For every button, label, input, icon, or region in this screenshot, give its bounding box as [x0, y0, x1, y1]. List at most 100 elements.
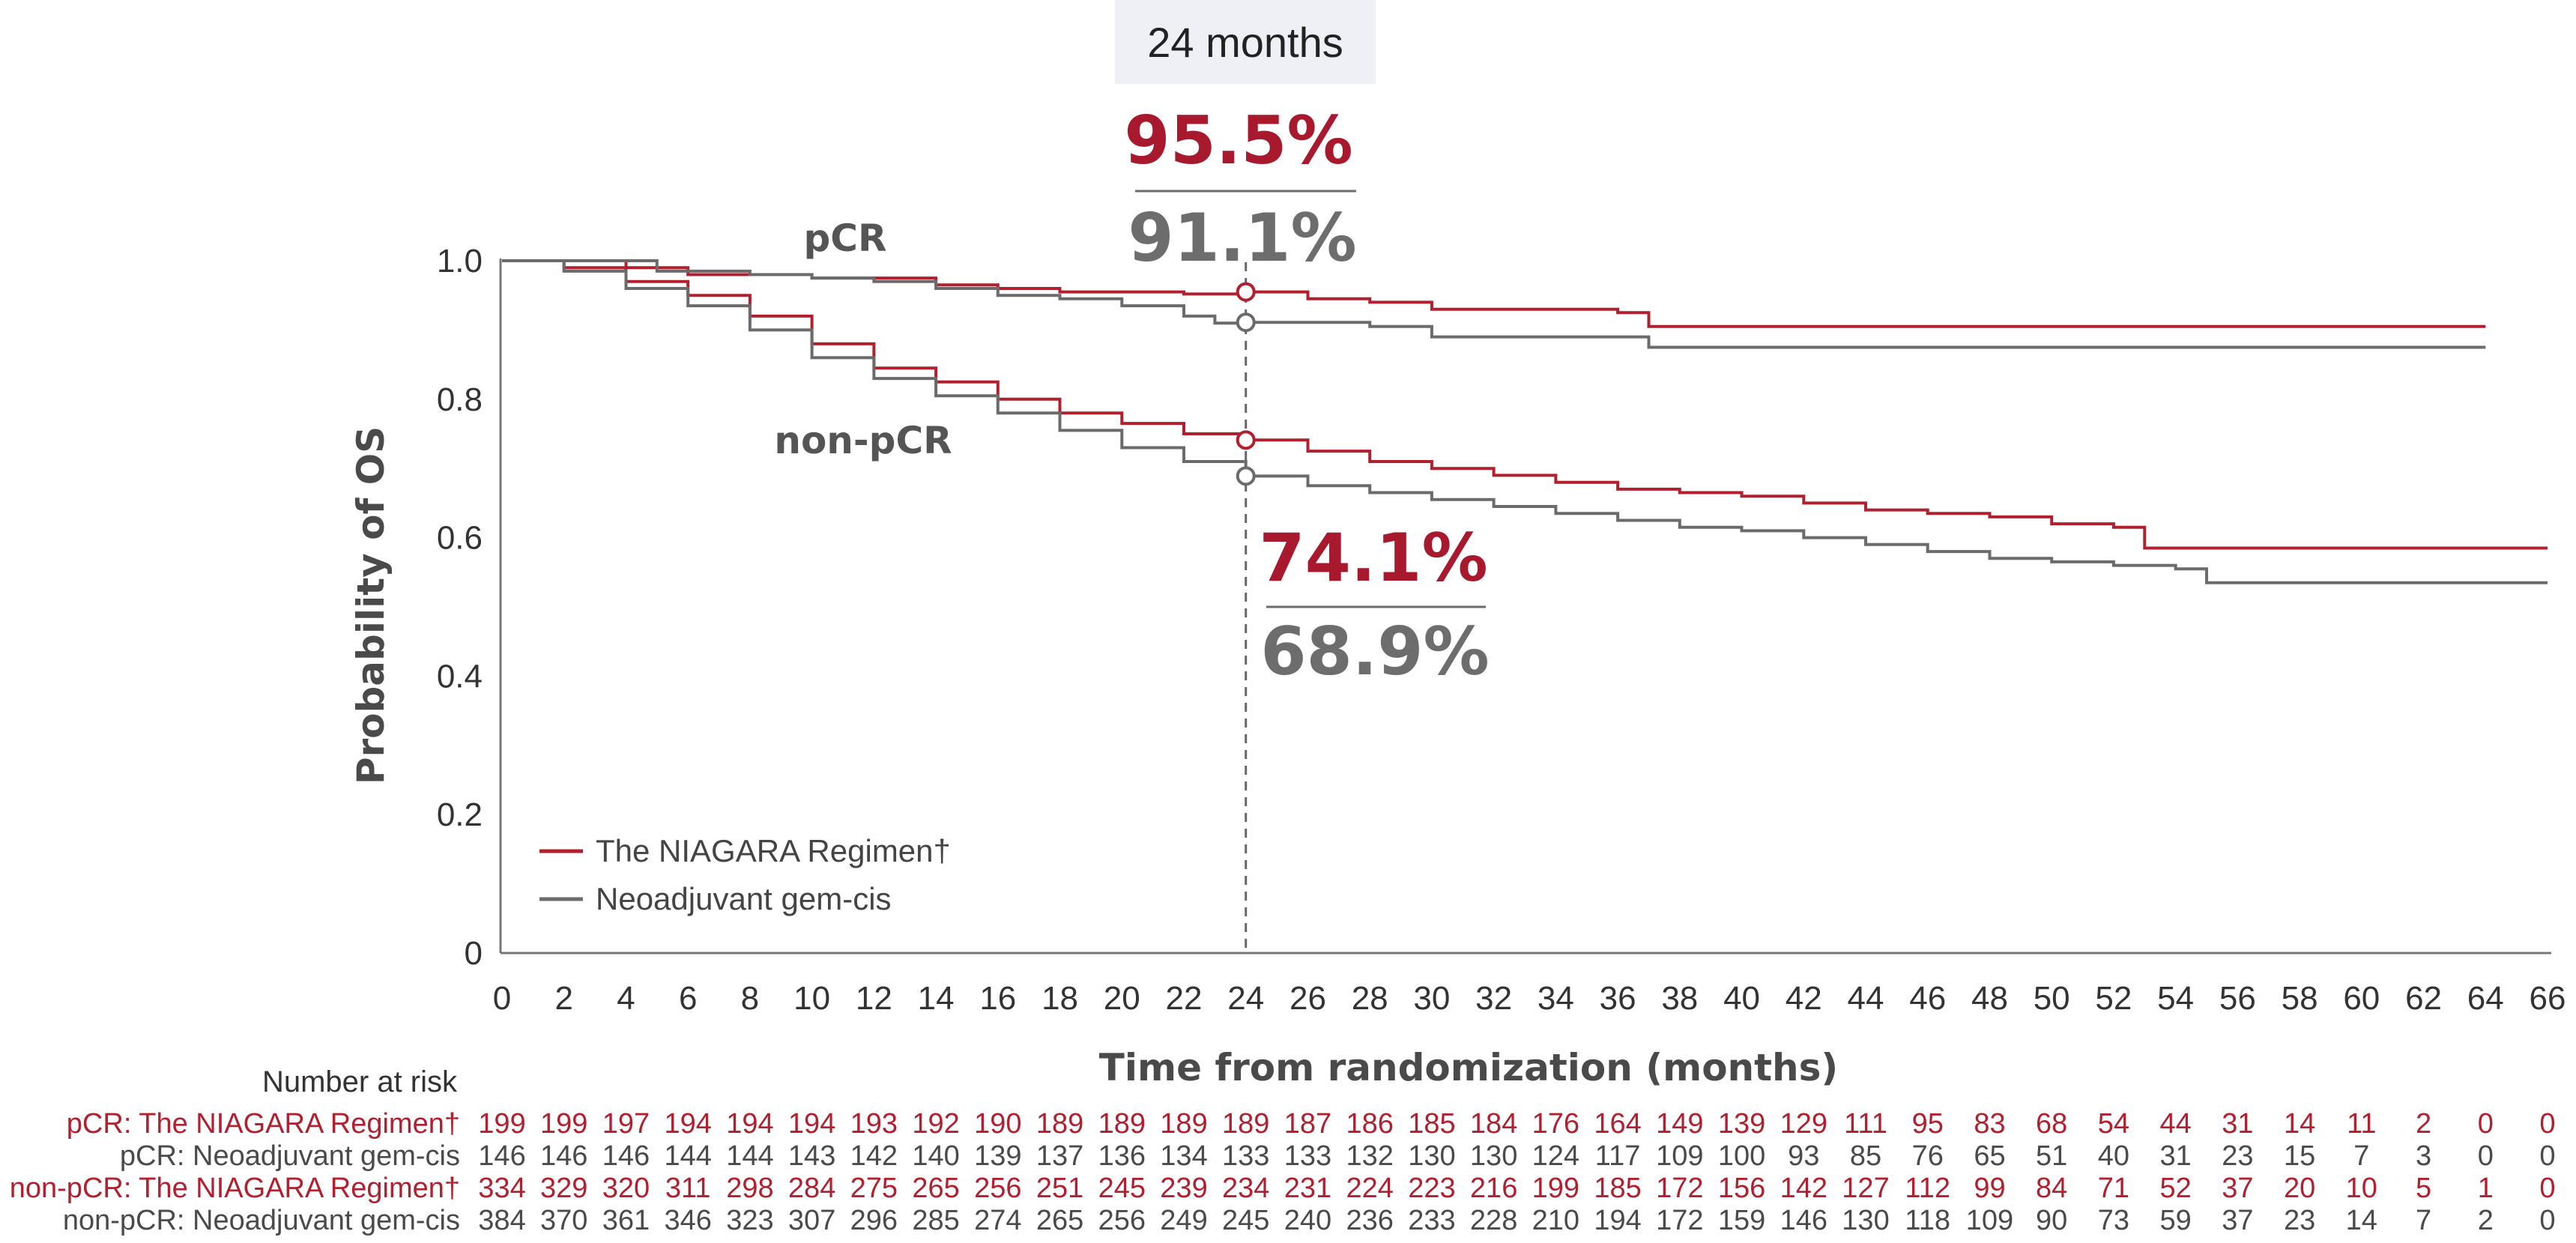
- risk-count: 2: [2416, 1108, 2431, 1140]
- x-tick-label: 8: [741, 980, 759, 1017]
- risk-count: 384: [478, 1205, 525, 1236]
- risk-count: 320: [602, 1173, 650, 1204]
- risk-count: 311: [665, 1173, 711, 1204]
- x-tick-label: 4: [617, 980, 635, 1017]
- risk-count: 189: [1098, 1108, 1146, 1140]
- y-axis-title: Probability of OS: [349, 426, 393, 784]
- timepoint-marker: [1236, 466, 1256, 486]
- risk-count: 109: [1966, 1205, 2013, 1236]
- risk-count: 149: [1656, 1108, 1703, 1140]
- x-tick-label: 48: [1971, 980, 2008, 1017]
- risk-count: 0: [2539, 1108, 2555, 1140]
- x-tick-label: 2: [554, 980, 572, 1017]
- survival-curve-2: [502, 259, 2486, 349]
- risk-count: 224: [1346, 1173, 1393, 1204]
- survival-curves: [502, 259, 2548, 584]
- risk-count: 346: [664, 1205, 711, 1236]
- risk-count: 0: [2539, 1205, 2555, 1236]
- y-tick-label: 0: [465, 935, 483, 972]
- risk-count: 361: [602, 1205, 650, 1236]
- risk-count: 307: [788, 1205, 835, 1236]
- risk-count: 189: [1036, 1108, 1083, 1140]
- risk-count: 93: [1788, 1140, 1819, 1172]
- risk-count: 251: [1036, 1173, 1083, 1204]
- risk-count: 52: [2159, 1173, 2191, 1204]
- risk-count: 137: [1036, 1140, 1083, 1172]
- risk-count: 112: [1905, 1173, 1950, 1204]
- y-tick-label: 1.0: [437, 243, 483, 279]
- risk-row-label: pCR: The NIAGARA Regimen†: [67, 1108, 460, 1140]
- risk-count: 245: [1098, 1173, 1146, 1204]
- x-tick-label: 34: [1538, 980, 1574, 1017]
- risk-count: 185: [1594, 1173, 1641, 1204]
- risk-count: 142: [1780, 1173, 1827, 1204]
- risk-count: 124: [1532, 1140, 1579, 1172]
- timepoint-callout-box: [1115, 0, 1376, 84]
- risk-count: 130: [1842, 1205, 1889, 1236]
- risk-count: 71: [2098, 1173, 2129, 1204]
- risk-count: 265: [1036, 1205, 1083, 1236]
- risk-count: 1: [2478, 1173, 2494, 1204]
- risk-count: 7: [2353, 1140, 2369, 1172]
- nonpcr-group-label: non-pCR: [774, 419, 952, 462]
- risk-count: 14: [2346, 1205, 2377, 1236]
- risk-count: 199: [540, 1108, 587, 1140]
- risk-count: 76: [1912, 1140, 1944, 1172]
- risk-count: 284: [788, 1173, 835, 1204]
- risk-count: 59: [2159, 1205, 2191, 1236]
- risk-count: 15: [2284, 1140, 2315, 1172]
- risk-count: 234: [1222, 1173, 1269, 1204]
- risk-count: 143: [788, 1140, 835, 1172]
- x-tick-label: 56: [2219, 980, 2256, 1017]
- x-tick-label: 6: [679, 980, 697, 1017]
- risk-count: 223: [1408, 1173, 1455, 1204]
- risk-count: 334: [478, 1173, 525, 1204]
- risk-row-label: non-pCR: Neoadjuvant gem-cis: [63, 1205, 460, 1236]
- risk-count: 51: [2036, 1140, 2067, 1172]
- risk-count: 189: [1222, 1108, 1269, 1140]
- risk-count: 146: [478, 1140, 525, 1172]
- risk-count: 265: [912, 1173, 959, 1204]
- x-tick-label: 40: [1723, 980, 1760, 1017]
- risk-count: 172: [1656, 1205, 1703, 1236]
- timepoint-marker: [1236, 312, 1256, 333]
- y-tick-labels: 0 0.2 0.4 0.6 0.8 1.0: [437, 243, 483, 972]
- risk-count: 189: [1160, 1108, 1207, 1140]
- risk-count: 199: [1532, 1173, 1579, 1204]
- risk-count: 14: [2284, 1108, 2315, 1140]
- nonpcr-niagara-rate: 74.1%: [1259, 519, 1487, 596]
- risk-count: 233: [1408, 1205, 1455, 1236]
- risk-count: 130: [1408, 1140, 1455, 1172]
- x-tick-labels: 0 2 4 6 8 10 12 14 16 18 20 22 24 26 28 30 32 34 36 38 40 42 4…: [493, 980, 2566, 1017]
- timepoint-marker: [1236, 430, 1256, 450]
- risk-count: 0: [2539, 1140, 2555, 1172]
- risk-count: 40: [2098, 1140, 2129, 1172]
- risk-count: 323: [726, 1205, 773, 1236]
- risk-count: 0: [2539, 1173, 2555, 1204]
- x-tick-label: 16: [979, 980, 1016, 1017]
- risk-count: 216: [1470, 1173, 1517, 1204]
- x-axis-title: Time from randomization (months): [1099, 1046, 1839, 1089]
- risk-count: 11: [2347, 1108, 2376, 1140]
- x-tick-label: 28: [1352, 980, 1388, 1017]
- risk-count: 275: [850, 1173, 898, 1204]
- risk-count: 0: [2478, 1108, 2494, 1140]
- number-at-risk-table: pCR: The NIAGARA Regimen† 199 199 197 194 194…: [10, 1108, 2556, 1236]
- x-tick-label: 58: [2282, 980, 2318, 1017]
- x-tick-label: 36: [1600, 980, 1636, 1017]
- y-tick-label: 0.2: [437, 796, 483, 833]
- risk-count: 172: [1656, 1173, 1703, 1204]
- x-tick-label: 14: [918, 980, 955, 1017]
- risk-count: 31: [2159, 1140, 2191, 1172]
- pcr-gemcis-rate: 91.1%: [1128, 199, 1356, 276]
- risk-count: 20: [2284, 1173, 2315, 1204]
- x-tick-label: 0: [493, 980, 511, 1017]
- risk-count: 194: [664, 1108, 711, 1140]
- risk-count: 176: [1532, 1108, 1579, 1140]
- risk-count: 133: [1284, 1140, 1331, 1172]
- risk-count: 185: [1408, 1108, 1455, 1140]
- risk-count: 129: [1780, 1108, 1827, 1140]
- risk-count: 146: [602, 1140, 650, 1172]
- risk-count: 7: [2416, 1205, 2431, 1236]
- x-tick-label: 22: [1166, 980, 1203, 1017]
